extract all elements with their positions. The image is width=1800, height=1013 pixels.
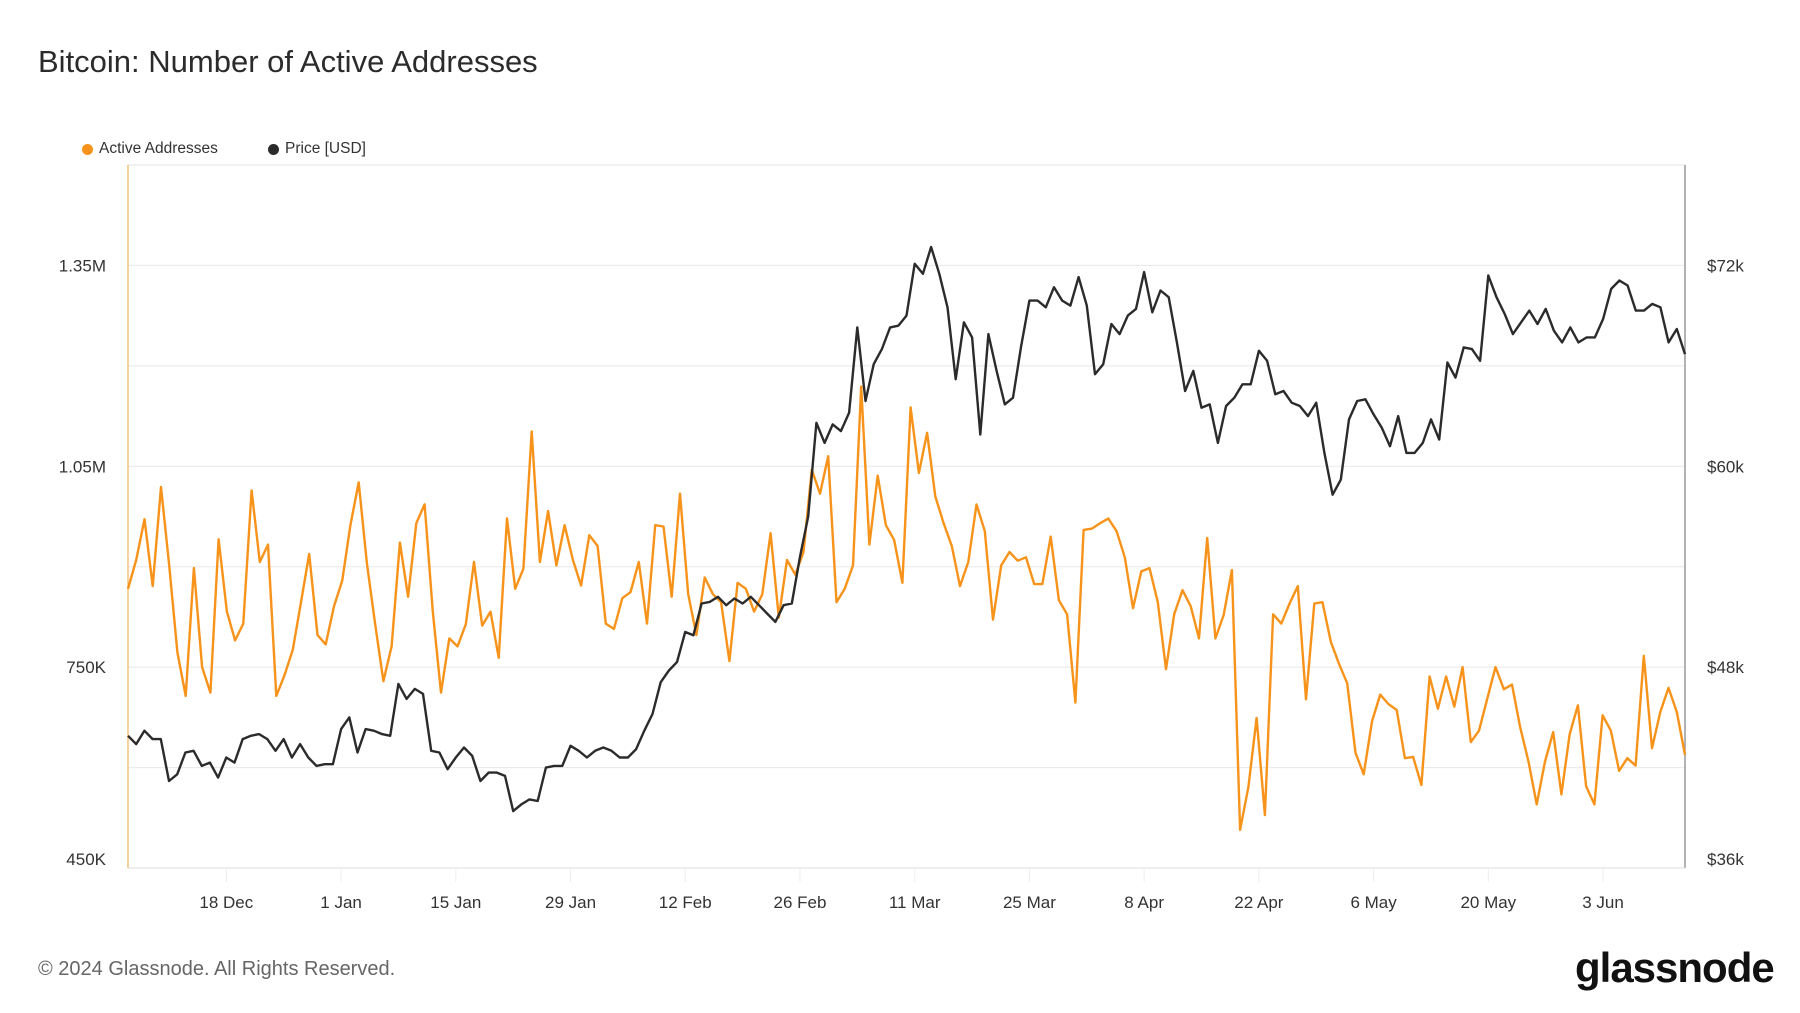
glassnode-logo: glassnode: [1575, 944, 1775, 991]
x-tick-label: 11 Mar: [889, 893, 941, 912]
y-left-tick-label: 450K: [66, 850, 106, 869]
x-tick-label: 8 Apr: [1124, 893, 1164, 912]
y-right-tick-label: $48k: [1707, 658, 1744, 677]
legend-dot-icon: [268, 143, 279, 155]
y-right-tick-label: $72k: [1707, 256, 1744, 275]
y-right-tick-label: $60k: [1707, 457, 1744, 476]
y-left-tick-label: 1.05M: [59, 457, 106, 476]
x-tick-label: 22 Apr: [1234, 893, 1283, 912]
legend-label: Price [USD]: [285, 140, 366, 157]
x-tick-label: 20 May: [1460, 893, 1516, 912]
chart-title: Bitcoin: Number of Active Addresses: [38, 44, 538, 79]
legend-item-active-addresses[interactable]: Active Addresses: [82, 140, 218, 158]
y-left-tick-label: 1.35M: [59, 256, 106, 275]
series-line-active-addresses: [126, 385, 1687, 831]
legend-item-price[interactable]: Price [USD]: [268, 140, 366, 158]
x-tick-label: 1 Jan: [320, 893, 362, 912]
x-tick-label: 18 Dec: [199, 893, 253, 912]
y-right-tick-label: $36k: [1707, 850, 1744, 869]
x-tick-label: 26 Feb: [773, 893, 826, 912]
y-left-tick-label: 750K: [66, 658, 106, 677]
x-tick-label: 15 Jan: [430, 893, 481, 912]
legend-label: Active Addresses: [99, 140, 218, 157]
x-tick-label: 3 Jun: [1582, 893, 1624, 912]
x-tick-label: 25 Mar: [1003, 893, 1056, 912]
series-line-price-usd: [127, 245, 1687, 813]
x-tick-label: 29 Jan: [545, 893, 596, 912]
legend-dot-icon: [82, 143, 93, 155]
copyright: © 2024 Glassnode. All Rights Reserved.: [38, 958, 396, 980]
x-tick-label: 12 Feb: [659, 893, 712, 912]
x-tick-label: 6 May: [1350, 893, 1397, 912]
